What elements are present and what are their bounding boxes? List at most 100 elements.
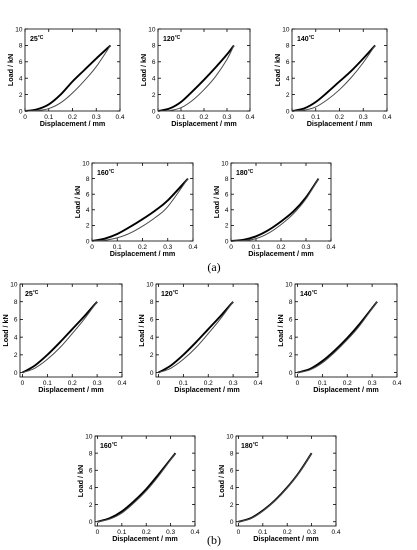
y-tick-label: 8: [286, 43, 290, 50]
y-tick-label: 8: [19, 43, 23, 50]
temperature-value: 140: [297, 36, 309, 43]
x-tick-label: 0.1: [258, 529, 267, 536]
y-axis-label: Load / kN: [1, 314, 10, 346]
temperature-unit: °C: [38, 35, 44, 41]
temperature-label: 120°C: [163, 35, 181, 43]
series-line-1: [22, 301, 98, 374]
y-tick-label: 2: [89, 502, 93, 509]
y-tick-label: 8: [225, 176, 229, 183]
series-line-2: [291, 45, 376, 112]
chart-panel-b-120: 0 0.1 0.2 0.3 0.4 0 2 4 6 8 10 Displacement / mm Loa…: [137, 281, 263, 394]
x-tick-label: 0.2: [335, 114, 344, 121]
x-tick-label: 0.4: [117, 380, 126, 387]
x-tick-label: 0: [23, 114, 27, 121]
x-tick-label: 0.3: [92, 114, 101, 121]
temperature-value: 25: [30, 36, 38, 43]
chart-panel-a-180: 0 0.1 0.2 0.3 0.4 0 2 4 6 8 10 Displacement / mm Loa…: [212, 160, 336, 258]
y-axis-label: Load / kN: [6, 54, 15, 86]
x-tick-label: 0.3: [301, 244, 310, 251]
temperature-value: 160: [97, 170, 109, 177]
x-tick-label: 0.2: [142, 529, 151, 536]
y-tick-label: 8: [89, 450, 93, 457]
y-tick-label: 10: [282, 26, 290, 33]
y-tick-label: 8: [150, 299, 154, 306]
series-line-1: [238, 452, 313, 523]
x-tick-label: 0.1: [113, 244, 122, 251]
temperature-label: 140°C: [297, 35, 315, 43]
y-tick-label: 6: [230, 468, 234, 475]
series-line-1: [91, 177, 189, 242]
temperature-label: 160°C: [97, 169, 115, 177]
y-tick-label: 4: [19, 76, 23, 83]
chart-panel-b-140: 0 0.1 0.2 0.3 0.4 0 2 4 6 8 10 Displacement / mm Loa…: [276, 281, 402, 394]
x-tick-label: 0.1: [179, 380, 188, 387]
y-tick-label: 6: [225, 192, 229, 199]
plot-frame: [19, 283, 123, 378]
x-tick-label: 0: [21, 380, 25, 387]
y-tick-label: 8: [230, 450, 234, 457]
temperature-value: 25: [25, 291, 33, 298]
x-tick-label: 0.4: [190, 529, 199, 536]
y-tick-label: 10: [85, 433, 93, 440]
y-tick-label: 4: [86, 207, 90, 214]
y-tick-label: 10: [226, 433, 234, 440]
y-axis-label: Load / kN: [76, 465, 85, 497]
y-tick-label: 0: [14, 370, 18, 377]
plot-frame: [94, 435, 196, 527]
temperature-value: 180: [236, 170, 248, 177]
x-axis-label: Displacement / mm: [313, 385, 379, 394]
chart-panel-b-180: 0 0.1 0.2 0.3 0.4 0 2 4 6 8 10 Displacement / mm Loa…: [217, 433, 341, 543]
y-tick-label: 2: [150, 352, 154, 359]
y-tick-label: 10: [15, 26, 23, 33]
y-tick-label: 4: [230, 485, 234, 492]
y-tick-label: 8: [289, 299, 293, 306]
y-tick-label: 4: [152, 76, 156, 83]
plot-frame: [235, 435, 337, 527]
x-tick-label: 0.3: [307, 529, 316, 536]
chart-panel-a-160: 0 0.1 0.2 0.3 0.4 0 2 4 6 8 10 Displacement / mm Loa…: [73, 160, 198, 258]
y-tick-label: 10: [285, 281, 293, 288]
x-tick-label: 0.2: [343, 380, 352, 387]
x-tick-label: 0.2: [68, 114, 77, 121]
series-line-2: [297, 301, 378, 374]
x-tick-label: 0.2: [276, 244, 285, 251]
temperature-unit: °C: [309, 35, 315, 41]
x-tick-label: 0.4: [326, 244, 335, 251]
y-tick-label: 10: [10, 281, 18, 288]
y-tick-label: 6: [152, 59, 156, 66]
x-tick-label: 0.3: [222, 114, 231, 121]
chart-panel-b-160: 0 0.1 0.2 0.3 0.4 0 2 4 6 8 10 Displacement / mm Loa…: [76, 433, 200, 543]
temperature-label: 120°C: [161, 290, 179, 298]
temperature-value: 160: [100, 443, 112, 450]
x-tick-label: 0.1: [318, 380, 327, 387]
x-axis-label: Displacement / mm: [171, 119, 237, 128]
x-axis-label: Displacement / mm: [307, 119, 373, 128]
x-tick-label: 0.3: [93, 380, 102, 387]
plot-frame: [294, 283, 398, 378]
x-tick-label: 0.1: [44, 114, 53, 121]
x-tick-label: 0.4: [253, 380, 262, 387]
y-tick-label: 2: [286, 92, 290, 99]
y-tick-label: 4: [89, 485, 93, 492]
temperature-value: 180: [241, 443, 253, 450]
x-tick-label: 0.4: [245, 114, 254, 121]
series-line-2: [97, 452, 176, 523]
temperature-label: 180°C: [241, 442, 259, 450]
y-axis-label: Load / kN: [73, 186, 82, 218]
y-tick-label: 2: [225, 223, 229, 230]
series-line-1: [291, 44, 376, 112]
y-tick-label: 6: [14, 317, 18, 324]
y-axis-label: Load / kN: [212, 186, 221, 218]
x-tick-label: 0: [157, 380, 161, 387]
x-tick-label: 0: [90, 244, 94, 251]
y-axis-label: Load / kN: [276, 314, 285, 346]
series-line-2: [230, 178, 319, 242]
y-tick-label: 4: [225, 207, 229, 214]
series-line-1: [230, 178, 320, 242]
temperature-unit: °C: [175, 35, 181, 41]
y-tick-label: 0: [230, 519, 234, 526]
y-tick-label: 2: [289, 352, 293, 359]
y-tick-label: 2: [152, 92, 156, 99]
series-line-1: [158, 301, 234, 374]
